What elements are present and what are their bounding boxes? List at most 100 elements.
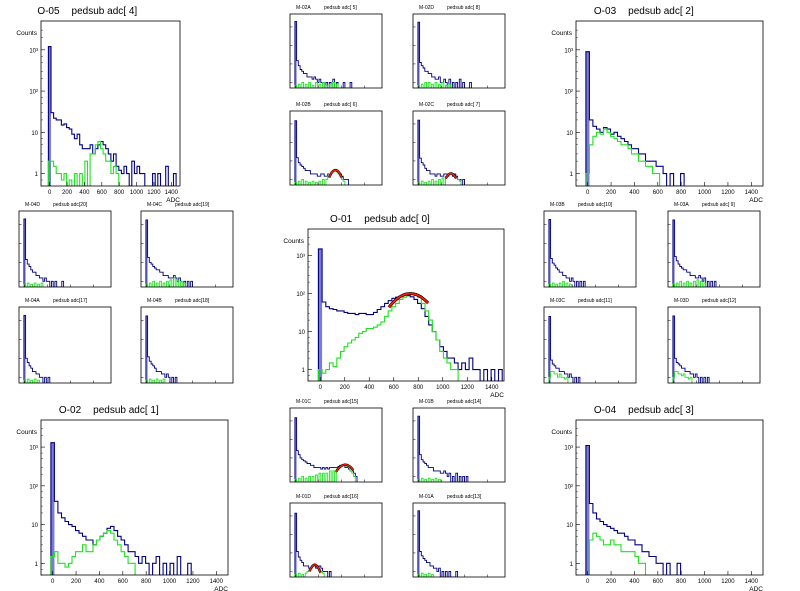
- histogram-blue: [317, 248, 503, 381]
- y-tick-label: 10²: [296, 292, 305, 298]
- histogram-green: [317, 293, 459, 381]
- histogram-green: [50, 530, 136, 575]
- chart-m-04b: M-04B pedsub adc[18]: [140, 298, 234, 384]
- histogram-green: [47, 140, 120, 186]
- plot-area: [548, 218, 586, 287]
- plot-frame: [140, 306, 234, 384]
- gaussian-fit: [335, 464, 354, 473]
- plot-area: [47, 46, 177, 186]
- pedestal-bar: [23, 218, 26, 287]
- plot-frame: [575, 419, 764, 576]
- chart-title-name: M-01C: [296, 399, 311, 405]
- pedestal-bar: [585, 51, 590, 186]
- chart-title-name: O-05: [37, 6, 60, 17]
- pedestal-bar: [48, 46, 51, 186]
- y-tick-label: 10: [298, 330, 305, 336]
- histogram-green: [145, 277, 187, 287]
- plot-frame: [18, 306, 112, 384]
- chart-title-text: pedsub adc[17]: [53, 298, 88, 304]
- histogram-green: [417, 572, 434, 577]
- histogram-blue: [417, 415, 469, 482]
- y-tick-label: 10: [566, 523, 573, 529]
- x-tick-label: 600: [389, 385, 400, 391]
- chart-m-01d: M-01D pedsub adc[16]: [289, 494, 383, 578]
- pedestal-bar: [145, 219, 148, 287]
- chart-title-name: M-01B: [419, 399, 434, 405]
- plot-area: [585, 444, 682, 575]
- pedestal-bar: [294, 417, 297, 482]
- pedestal-bar: [672, 315, 675, 383]
- x-tick-label: 800: [114, 190, 125, 196]
- y-tick-label: 10²: [564, 90, 573, 96]
- chart-o-01: O-01 pedsub adc[ 0] Counts ADC 1 10 10² 10³ 0 200…: [283, 214, 505, 399]
- histogram-green: [23, 282, 44, 287]
- histogram-blue: [672, 315, 710, 383]
- plot-frame: [289, 110, 383, 186]
- histogram-blue: [585, 51, 685, 186]
- chart-title-text: pedsub adc[19]: [175, 202, 210, 208]
- histogram-green: [417, 477, 441, 482]
- plot-frame: [18, 210, 112, 288]
- histogram-green: [23, 378, 40, 383]
- chart-m-01b: M-01B pedsub adc[14]: [412, 399, 506, 483]
- y-tick-label: 10²: [29, 484, 38, 490]
- chart-title-name: M-04A: [25, 298, 40, 304]
- chart-title-name: M-04D: [25, 202, 40, 208]
- x-tick-label: 600: [118, 579, 129, 585]
- plot-frame: [289, 13, 383, 89]
- chart-title-name: M-04B: [147, 298, 162, 304]
- histogram-blue: [294, 417, 358, 482]
- histogram-blue: [23, 218, 65, 287]
- histogram-blue: [417, 119, 465, 185]
- pedestal-bar: [417, 120, 420, 185]
- y-tick-label: 1: [570, 172, 574, 178]
- x-tick-label: 400: [94, 579, 105, 585]
- plot-frame: [412, 13, 506, 89]
- plot-area: [548, 315, 581, 383]
- histogram-blue: [145, 219, 193, 287]
- plot-frame: [667, 210, 761, 288]
- x-tick-label: 200: [71, 579, 82, 585]
- histogram-blue: [47, 46, 177, 186]
- histogram-blue: [50, 442, 192, 575]
- histogram-blue: [294, 20, 353, 88]
- chart-m-03c: M-03C pedsub adc[11]: [543, 298, 637, 384]
- x-tick-label: 0: [586, 579, 590, 585]
- plot-frame: [412, 502, 506, 578]
- histogram-green: [672, 371, 693, 383]
- y-tick-label: 10²: [564, 484, 573, 490]
- histogram-blue: [145, 315, 178, 383]
- pedestal-bar: [23, 315, 26, 383]
- x-tick-label: 1200: [186, 579, 200, 585]
- plot-frame: [289, 502, 383, 578]
- plot-area: [672, 315, 710, 383]
- pedestal-bar: [672, 219, 675, 287]
- plot-area: [145, 315, 178, 383]
- histogram-blue: [672, 219, 717, 287]
- gaussian-fit: [445, 172, 457, 179]
- chart-m-03b: M-03B pedsub adc[10]: [543, 202, 637, 288]
- pedestal-bar: [318, 248, 323, 381]
- y-axis-label: Counts: [283, 238, 304, 245]
- plot-area: [294, 417, 358, 482]
- x-tick-label: 1000: [698, 190, 712, 196]
- chart-title-text: pedsub adc[ 4]: [72, 6, 138, 17]
- plot-frame: [667, 306, 761, 384]
- chart-m-03d: M-03D pedsub adc[12]: [667, 298, 761, 384]
- pedestal-bar: [294, 513, 297, 577]
- histogram-green: [294, 463, 356, 482]
- y-tick-label: 10³: [564, 48, 573, 54]
- x-tick-label: 1200: [461, 385, 475, 391]
- x-tick-label: 400: [629, 190, 640, 196]
- chart-m-02b: M-02B pedsub adc[ 6]: [289, 102, 383, 186]
- x-axis-label: ADC: [166, 197, 180, 204]
- x-tick-label: 1400: [745, 579, 759, 585]
- y-axis-label: Counts: [16, 30, 37, 37]
- histogram-blue: [23, 314, 51, 383]
- gaussian-fit: [388, 292, 429, 308]
- chart-m-01c: M-01C pedsub adc[15]: [289, 399, 383, 483]
- plot-area: [317, 248, 503, 381]
- pedestal-bar: [294, 21, 297, 88]
- pedestal-bar: [548, 316, 551, 383]
- pedestal-bar: [50, 442, 55, 575]
